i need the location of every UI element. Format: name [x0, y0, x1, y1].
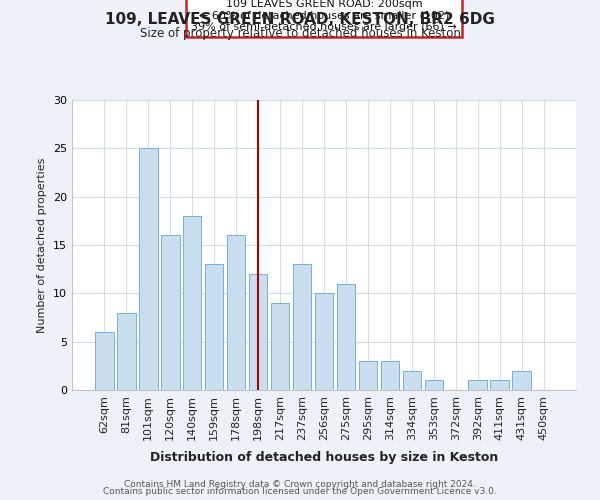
Bar [271, 303, 289, 390]
Bar [249, 274, 268, 390]
Bar [359, 361, 377, 390]
Bar [117, 312, 136, 390]
Bar [469, 380, 487, 390]
Bar [293, 264, 311, 390]
Bar [227, 236, 245, 390]
Bar [512, 370, 531, 390]
Text: Contains HM Land Registry data © Crown copyright and database right 2024.: Contains HM Land Registry data © Crown c… [124, 480, 476, 489]
Bar [161, 236, 179, 390]
Text: 109, LEAVES GREEN ROAD, KESTON, BR2 6DG: 109, LEAVES GREEN ROAD, KESTON, BR2 6DG [105, 12, 495, 28]
Bar [314, 294, 334, 390]
Text: Size of property relative to detached houses in Keston: Size of property relative to detached ho… [140, 28, 460, 40]
Text: 109 LEAVES GREEN ROAD: 200sqm
← 60% of detached houses are smaller (102)
39% of : 109 LEAVES GREEN ROAD: 200sqm ← 60% of d… [191, 0, 457, 32]
X-axis label: Distribution of detached houses by size in Keston: Distribution of detached houses by size … [150, 451, 498, 464]
Bar [425, 380, 443, 390]
Y-axis label: Number of detached properties: Number of detached properties [37, 158, 47, 332]
Bar [95, 332, 113, 390]
Bar [139, 148, 158, 390]
Text: Contains public sector information licensed under the Open Government Licence v3: Contains public sector information licen… [103, 488, 497, 496]
Bar [337, 284, 355, 390]
Bar [183, 216, 202, 390]
Bar [380, 361, 399, 390]
Bar [490, 380, 509, 390]
Bar [205, 264, 223, 390]
Bar [403, 370, 421, 390]
